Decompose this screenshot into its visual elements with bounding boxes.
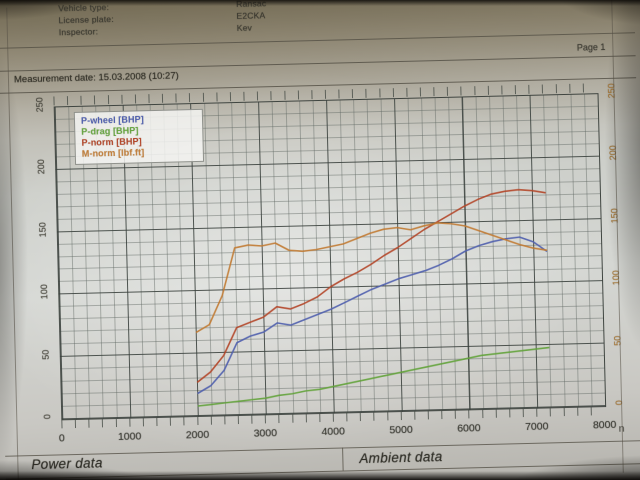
- y-axis-left-tick-150: 150: [37, 221, 48, 238]
- ambient-data-section-title: Ambient data: [359, 449, 443, 467]
- x-tick-6000: 6000: [457, 422, 481, 435]
- y-axis-left-tick-0: 0: [42, 414, 53, 420]
- footer-table-top-line: [5, 440, 640, 457]
- vehicle-type-value: Ransac: [236, 0, 267, 9]
- y-axis-left-tick-200: 200: [35, 159, 47, 175]
- inspector-value: Kev: [236, 22, 253, 33]
- license-plate-value: E2CKA: [236, 10, 266, 21]
- power-data-section-title: Power data: [31, 455, 103, 473]
- page-number: Page 1: [576, 41, 606, 53]
- x-tick-8000: 8000: [592, 418, 617, 432]
- measurement-date-text: Measurement date: 15.03.2008 (10:27): [13, 70, 179, 86]
- chart-legend: P-wheel [BHP] P-drag [BHP] P-norm [BHP] …: [73, 108, 205, 165]
- curve-p-drag: [197, 346, 550, 407]
- x-tick-1000: 1000: [117, 430, 142, 443]
- y-axis-right-tick-0: 0: [614, 400, 625, 406]
- x-tick-4000: 4000: [321, 425, 346, 439]
- footer-column-divider: [342, 447, 344, 471]
- x-tick-2000: 2000: [185, 428, 210, 442]
- x-tick-3000: 3000: [253, 427, 278, 440]
- header-row-vehicle-type: Vehicle type: Ransac: [58, 0, 266, 14]
- license-plate-label: License plate:: [58, 13, 114, 26]
- x-tick-0: 0: [58, 432, 65, 445]
- y-axis-right-tick-100: 100: [610, 270, 622, 286]
- curve-p-wheel: [197, 236, 548, 395]
- y-axis-right-tick-200: 200: [607, 145, 619, 161]
- inspector-label: Inspector:: [58, 26, 99, 38]
- y-axis-left-tick-50: 50: [40, 349, 51, 360]
- y-axis-right-tick-150: 150: [609, 207, 620, 224]
- header-row-inspector: Inspector: Kev: [58, 23, 252, 38]
- y-axis-left-tick-100: 100: [39, 284, 50, 300]
- y-axis-right-tick-50: 50: [612, 335, 623, 346]
- x-tick-5000: 5000: [389, 423, 413, 437]
- curve-m-norm: [195, 222, 548, 334]
- legend-item-m-norm: M-norm [lbf.ft]: [81, 147, 145, 159]
- y-axis-left-tick-250: 250: [34, 97, 45, 113]
- vehicle-type-label: Vehicle type:: [58, 2, 110, 14]
- y-axis-right-tick-250: 250: [606, 83, 617, 99]
- header-row-license-plate: License plate: E2CKA: [58, 10, 265, 26]
- x-tick-7000: 7000: [524, 420, 549, 434]
